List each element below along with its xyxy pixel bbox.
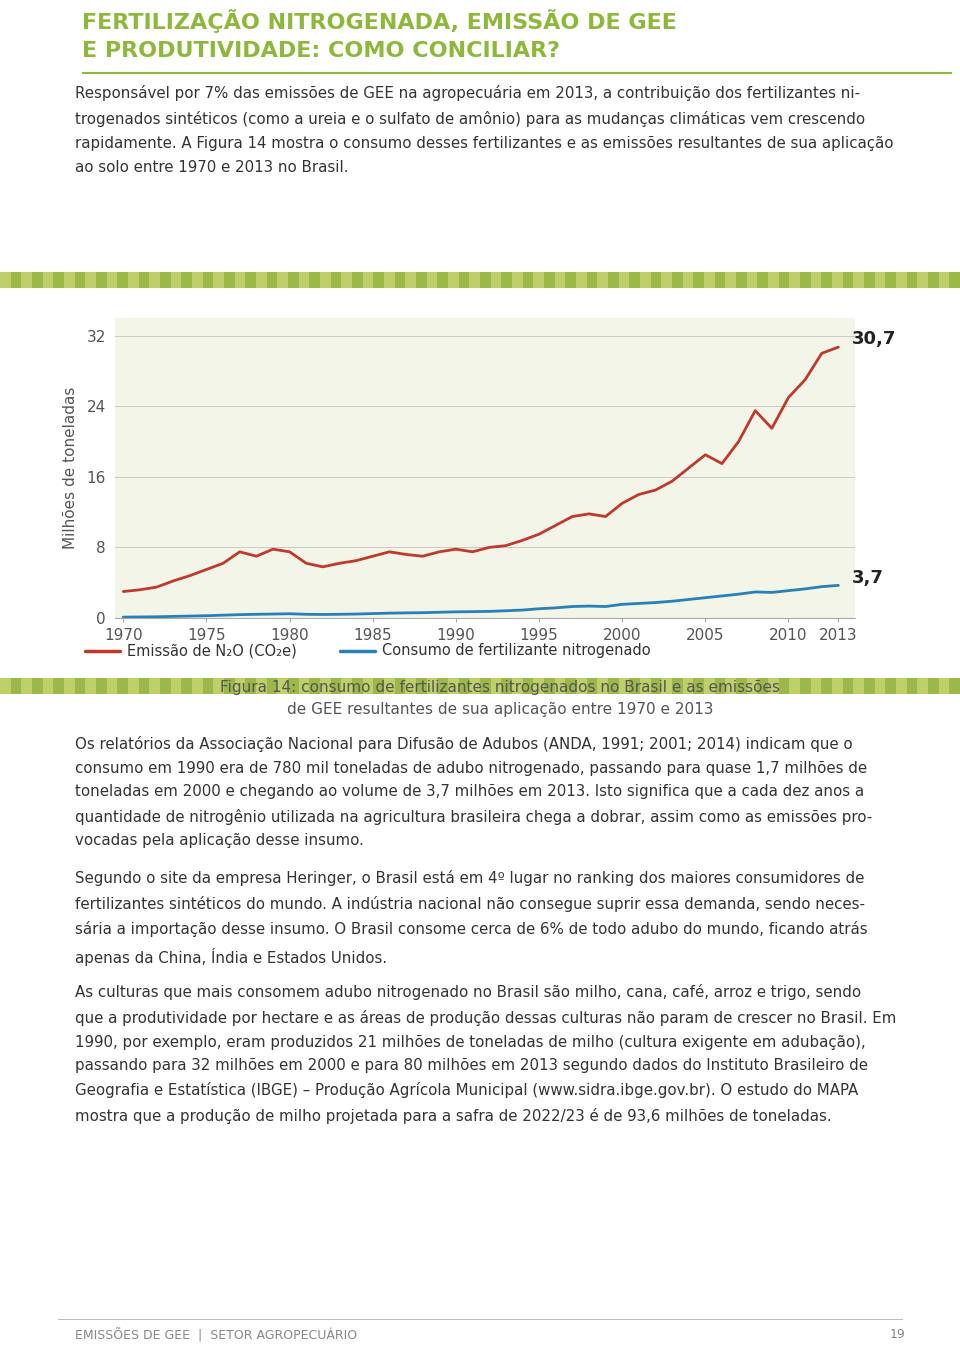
- Y-axis label: Milhões de toneladas: Milhões de toneladas: [63, 387, 79, 549]
- Text: Consumo de fertilizante nitrogenado: Consumo de fertilizante nitrogenado: [382, 643, 651, 658]
- Text: Os relatórios da Associação Nacional para Difusão de Adubos (ANDA, 1991; 2001; 2: Os relatórios da Associação Nacional par…: [75, 737, 873, 849]
- Text: 30,7: 30,7: [852, 331, 897, 348]
- Text: Responsável por 7% das emissões de GEE na agropecuária em 2013, a contribuição d: Responsável por 7% das emissões de GEE n…: [75, 85, 894, 175]
- Text: FERTILIZAÇÃO NITROGENADA, EMISSÃO DE GEE: FERTILIZAÇÃO NITROGENADA, EMISSÃO DE GEE: [82, 9, 677, 32]
- Text: Figura 14: consumo de fertilizantes nitrogenados no Brasil e as emissões
de GEE : Figura 14: consumo de fertilizantes nitr…: [220, 680, 780, 716]
- Text: Segundo o site da empresa Heringer, o Brasil está em 4º lugar no ranking dos mai: Segundo o site da empresa Heringer, o Br…: [75, 870, 868, 966]
- Text: 1.4: 1.4: [6, 20, 69, 54]
- Text: Emissão de N₂O (CO₂e): Emissão de N₂O (CO₂e): [127, 643, 297, 658]
- Text: As culturas que mais consomem adubo nitrogenado no Brasil são milho, cana, café,: As culturas que mais consomem adubo nitr…: [75, 985, 897, 1124]
- Text: 3,7: 3,7: [852, 568, 884, 587]
- Text: 19: 19: [889, 1329, 905, 1341]
- Text: E PRODUTIVIDADE: COMO CONCILIAR?: E PRODUTIVIDADE: COMO CONCILIAR?: [82, 40, 560, 61]
- Text: EMISSÕES DE GEE  |  SETOR AGROPECUÁRIO: EMISSÕES DE GEE | SETOR AGROPECUÁRIO: [75, 1327, 357, 1342]
